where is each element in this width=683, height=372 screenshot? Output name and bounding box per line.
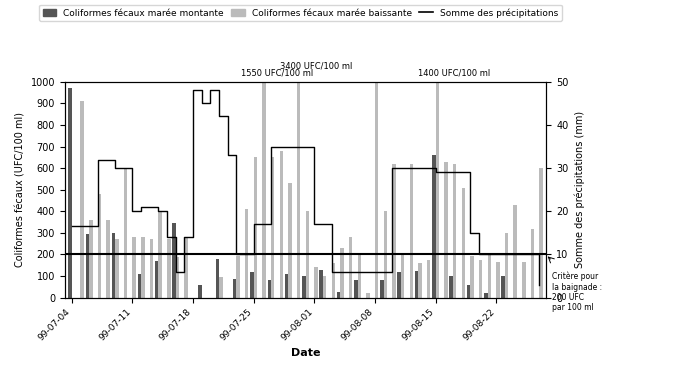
Bar xyxy=(288,183,292,298)
Bar xyxy=(470,256,473,298)
Bar xyxy=(233,279,236,298)
Bar xyxy=(358,254,361,298)
Bar xyxy=(444,162,447,298)
X-axis label: Date: Date xyxy=(291,348,320,358)
Bar xyxy=(354,280,358,298)
Bar xyxy=(314,267,318,298)
Bar xyxy=(85,234,89,298)
Bar xyxy=(279,151,283,298)
Bar xyxy=(262,0,266,298)
Y-axis label: Somme des précipitations (mm): Somme des précipitations (mm) xyxy=(574,111,585,268)
Bar xyxy=(271,157,275,298)
Bar xyxy=(401,254,404,298)
Bar xyxy=(285,274,288,298)
Bar xyxy=(466,285,470,298)
Bar xyxy=(540,168,543,298)
Bar xyxy=(384,211,387,298)
Bar xyxy=(453,164,456,298)
Bar xyxy=(172,223,176,298)
Bar xyxy=(141,237,145,298)
Text: 1550 UFC/100 ml: 1550 UFC/100 ml xyxy=(240,68,313,77)
Text: 3400 UFC/100 ml: 3400 UFC/100 ml xyxy=(279,62,352,71)
Bar xyxy=(124,168,127,298)
Bar xyxy=(89,220,93,298)
Bar xyxy=(531,228,534,298)
Text: 1400 UFC/100 ml: 1400 UFC/100 ml xyxy=(418,68,490,77)
Bar xyxy=(392,164,395,298)
Bar xyxy=(323,276,326,298)
Text: Critère pour
la baignade :
200 UFC
par 100 ml: Critère pour la baignade : 200 UFC par 1… xyxy=(553,272,602,312)
Bar xyxy=(150,239,153,298)
Bar xyxy=(375,0,378,298)
Bar xyxy=(245,209,249,298)
Bar xyxy=(198,285,201,298)
Bar xyxy=(505,233,508,298)
Bar xyxy=(462,187,465,298)
Bar xyxy=(320,270,323,298)
Bar xyxy=(216,259,219,298)
Bar xyxy=(418,263,421,298)
Bar xyxy=(415,271,418,298)
Bar xyxy=(111,233,115,298)
Bar xyxy=(501,276,505,298)
Y-axis label: Coliformes fécaux (UFC/100 ml): Coliformes fécaux (UFC/100 ml) xyxy=(15,112,25,267)
Bar xyxy=(184,238,188,298)
Bar xyxy=(337,292,340,298)
Bar xyxy=(138,274,141,298)
Bar xyxy=(398,272,401,298)
Bar xyxy=(306,211,309,298)
Bar xyxy=(436,0,439,298)
Bar xyxy=(410,164,413,298)
Bar xyxy=(479,260,482,298)
Bar xyxy=(68,88,72,298)
Bar xyxy=(340,248,344,298)
Bar xyxy=(158,211,162,298)
Bar xyxy=(488,254,491,298)
Bar xyxy=(522,262,526,298)
Bar xyxy=(302,276,306,298)
Bar xyxy=(297,0,301,298)
Bar xyxy=(155,261,158,298)
Bar xyxy=(496,262,500,298)
Bar xyxy=(449,276,453,298)
Bar xyxy=(366,293,370,298)
Bar xyxy=(349,237,352,298)
Bar xyxy=(115,239,119,298)
Bar xyxy=(268,280,271,298)
Bar xyxy=(250,272,253,298)
Bar xyxy=(167,239,171,298)
Bar xyxy=(107,220,110,298)
Bar xyxy=(332,263,335,298)
Legend: Coliformes fécaux marée montante, Coliformes fécaux marée baissante, Somme des p: Coliformes fécaux marée montante, Colifo… xyxy=(39,4,562,21)
Bar xyxy=(432,155,436,298)
Bar xyxy=(236,256,240,298)
Bar xyxy=(427,260,430,298)
Bar xyxy=(81,101,84,298)
Bar xyxy=(133,237,136,298)
Bar xyxy=(98,194,101,298)
Bar xyxy=(514,205,517,298)
Bar xyxy=(484,293,488,298)
Bar xyxy=(219,277,223,298)
Bar xyxy=(176,257,179,298)
Bar xyxy=(253,157,257,298)
Bar xyxy=(380,280,384,298)
